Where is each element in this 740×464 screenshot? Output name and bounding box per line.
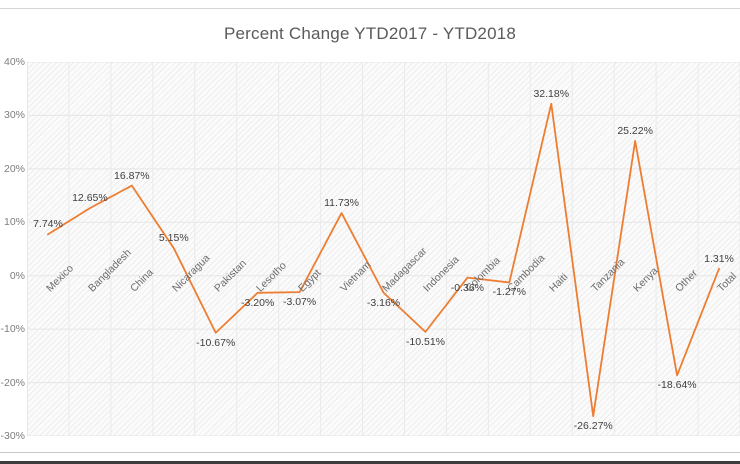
data-label-colombia: -0.36% bbox=[450, 281, 485, 294]
plot-background bbox=[27, 62, 740, 436]
y-axis-tick-label: 30% bbox=[3, 109, 25, 122]
data-label-lesotho: -3.20% bbox=[241, 296, 275, 309]
y-axis-tick-label: 0% bbox=[9, 269, 25, 282]
y-axis: 40% 30% 20% 10% 0% -10% -20% -30% bbox=[0, 56, 27, 442]
plot-area bbox=[27, 62, 740, 436]
y-axis-tick-label: -20% bbox=[0, 376, 25, 389]
page-rule-bottom bbox=[0, 452, 740, 453]
series-line bbox=[47, 102, 720, 417]
y-axis-tick-label: 20% bbox=[3, 162, 25, 175]
data-label-other: -18.64% bbox=[657, 379, 697, 392]
data-label-tanzania: -26.27% bbox=[573, 420, 613, 433]
data-label-nicaragua: 5.15% bbox=[158, 232, 189, 245]
data-label-kenya: 25.22% bbox=[617, 124, 653, 137]
data-label-total: 1.31% bbox=[704, 252, 734, 265]
data-label-egypt: -3.07% bbox=[282, 296, 317, 309]
chart-title: Percent Change YTD2017 - YTD2018 bbox=[223, 24, 517, 43]
line-series-svg bbox=[27, 62, 740, 436]
data-label-indonesia: -10.51% bbox=[405, 335, 445, 348]
data-label-pakistan: -10.67% bbox=[196, 336, 236, 349]
data-label-mexico: 7.74% bbox=[33, 218, 63, 231]
data-label-bangladesh: 12.65% bbox=[72, 192, 108, 205]
y-axis-tick-label: -30% bbox=[0, 430, 25, 442]
data-label-haiti: 32.18% bbox=[533, 87, 570, 100]
data-label-china: 16.87% bbox=[114, 169, 150, 182]
data-label-vietnam: 11.73% bbox=[324, 197, 359, 210]
y-axis-tick-label: 10% bbox=[3, 216, 25, 229]
y-axis-tick-label: 40% bbox=[3, 56, 25, 68]
data-label-madagascar: -3.16% bbox=[366, 296, 401, 309]
y-axis-tick-label: -10% bbox=[0, 323, 25, 336]
page-edge-bar bbox=[0, 461, 740, 464]
page-rule-top bbox=[0, 8, 740, 9]
data-label-cambodia: -1.27% bbox=[492, 286, 526, 299]
